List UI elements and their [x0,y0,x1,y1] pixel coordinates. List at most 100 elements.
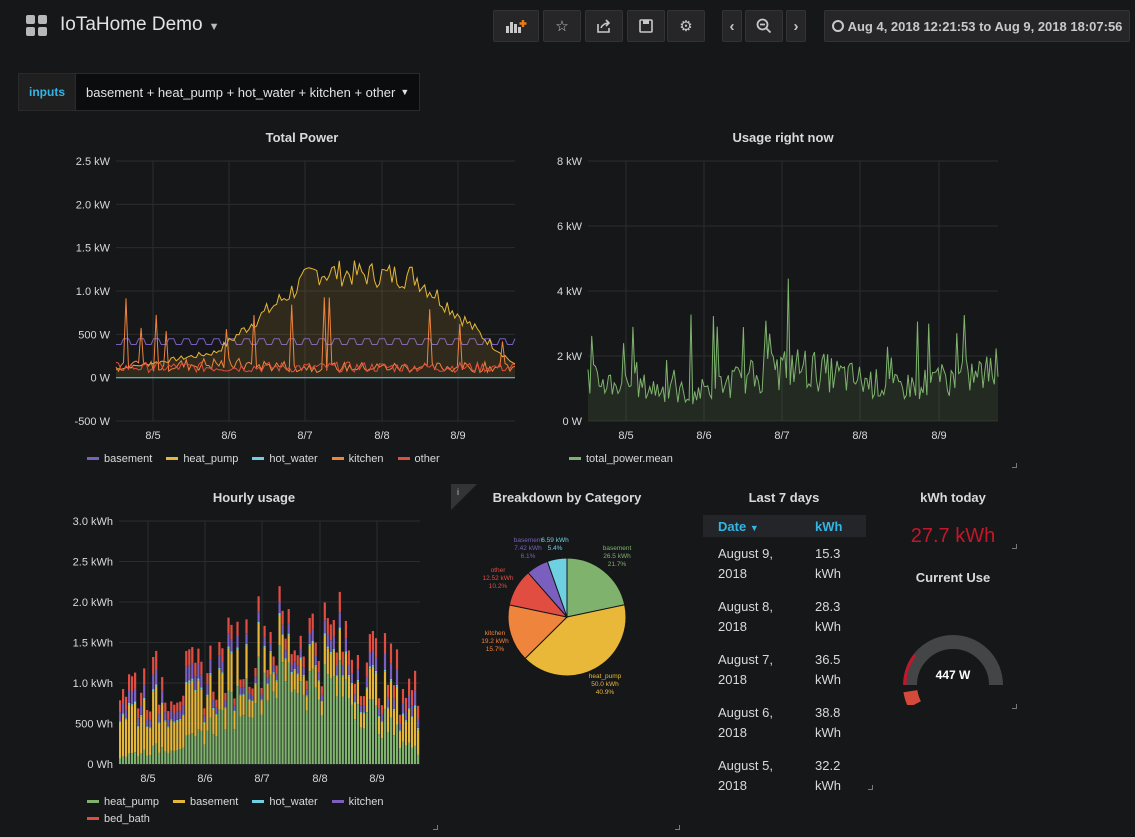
bar-segment-bed_bath [287,609,290,624]
dashboards-grid-icon[interactable] [26,15,48,37]
bar-segment-kitchen [197,663,200,679]
panel-title-breakdown[interactable]: Breakdown by Category [492,490,642,505]
x-tick-label: 8/8 [312,773,327,785]
bar-segment-kitchen [362,705,365,713]
bar-segment-bed_bath [275,665,278,675]
bar-segment-heat_pump [263,672,266,764]
bar-segment-kitchen [287,623,290,634]
panel-title-last7[interactable]: Last 7 days [748,490,820,505]
panel-resize-handle[interactable] [868,785,873,790]
bar-segment-bed_bath [185,651,188,667]
panel-title-usage-now[interactable]: Usage right now [732,130,834,145]
panel-resize-handle[interactable] [433,825,438,830]
bar-segment-basement [371,666,374,700]
bar-segment-kitchen [386,697,390,708]
dashboard-title[interactable]: IoTaHome Demo ▼ [60,14,220,35]
legend-item[interactable]: hot_water [252,450,318,467]
pie-slice[interactable] [566,557,626,618]
time-forward-button[interactable]: › [786,10,806,42]
hourly-usage-chart[interactable]: 3.0 kWh 2.5 kWh 2.0 kWh 1.5 kWh 1.0 kWh 500 W… [60,510,425,790]
add-panel-button[interactable] [493,10,539,42]
legend-item[interactable]: heat_pump [166,450,238,467]
table-row: August 8, 2018 28.3 kWh [703,590,866,643]
bar-segment-heat_pump [212,734,215,764]
bar-segment-kitchen [374,656,378,671]
panel-resize-handle[interactable] [675,825,680,830]
time-back-button[interactable]: ‹ [722,10,742,42]
legend-item[interactable]: bed_bath [87,810,150,827]
bar-segment-kitchen [134,688,137,702]
cell-text: August 5, [718,758,773,773]
bar-segment-bed_bath [221,648,224,661]
settings-button[interactable]: ⚙ [667,10,705,42]
bar-segment-bed_bath [257,596,260,612]
cell-kwh: 28.3 kWh [815,597,841,643]
bar-segment-heat_pump [152,745,155,764]
bar-segment-kitchen [278,602,281,613]
bar-segment-hot_water [389,678,393,681]
table-row: August 5, 2018 32.2 kWh [703,749,866,802]
variable-select[interactable]: basement + heat_pump + hot_water + kitch… [76,73,421,111]
panel-title-hourly-usage[interactable]: Hourly usage [212,490,296,505]
bar-segment-bed_bath [167,711,170,720]
bar-segment-kitchen [266,677,269,684]
table-header: Date ▼ kWh [703,515,866,537]
panel-resize-handle[interactable] [1012,463,1017,468]
bar-segment-heat_pump [341,696,344,764]
legend-item[interactable]: kitchen [331,450,384,467]
panel-title-total-power[interactable]: Total Power [265,130,339,145]
bar-segment-heat_pump [182,747,185,764]
bar-segment-hot_water [224,707,227,709]
bar-segment-basement [146,727,149,756]
bar-segment-kitchen [308,633,311,644]
legend-item[interactable]: kitchen [331,793,384,810]
legend-item[interactable]: other [397,450,440,467]
bar-segment-hot_water [182,714,185,716]
bar-segment-basement [245,645,248,679]
bar-segment-bed_bath [260,688,263,695]
bar-segment-kitchen [236,636,239,648]
bar-segment-hot_water [278,613,281,615]
bar-segment-hot_water [326,646,329,649]
panel-resize-handle[interactable] [1012,544,1017,549]
star-button[interactable]: ☆ [543,10,581,42]
bar-segment-basement [179,720,182,750]
pie-slice[interactable] [524,604,627,677]
usage-now-chart[interactable]: 8 kW 6 kW 4 kW 2 kW 0 W 8/5 8/6 8/7 8/8 8/9 [540,150,1002,445]
y-tick-label: 4 kW [557,286,583,298]
zoom-out-button[interactable] [745,10,783,42]
panel-resize-handle[interactable] [1012,704,1017,709]
bar-segment-hot_water [365,687,368,689]
bar-segment-kitchen [326,634,329,647]
time-range-picker[interactable]: Aug 4, 2018 12:21:53 to Aug 9, 2018 18:0… [824,10,1130,42]
bar-segment-bed_bath [128,674,131,691]
legend-item[interactable]: total_power.mean [569,450,673,467]
save-button[interactable] [627,10,665,42]
column-header-kwh[interactable]: kWh [815,518,843,534]
bar-segment-kitchen [239,687,242,695]
bar-segment-basement [137,726,140,757]
total-power-chart[interactable]: 2.5 kW 2.0 kW 1.5 kW 1.0 kW 500 W 0 W -500 W 8/… [60,150,520,445]
bar-segment-bed_bath [149,711,152,721]
bar-segment-heat_pump [206,730,209,764]
legend-item[interactable]: basement [173,793,238,810]
pie-slice[interactable] [546,557,568,618]
bar-segment-basement [218,669,221,710]
chevron-right-icon: › [793,17,799,35]
pie-slice[interactable] [507,604,569,660]
bar-segment-hot_water [248,699,251,701]
column-header-date[interactable]: Date ▼ [718,518,759,534]
share-button[interactable] [585,10,623,42]
legend-item[interactable]: basement [87,450,152,467]
legend-item[interactable]: hot_water [252,793,318,810]
panel-title-kwh-today[interactable]: kWh today [920,490,986,505]
bar-segment-bed_bath [164,702,167,713]
bar-segment-kitchen [161,690,164,703]
bar-segment-bed_bath [284,638,287,651]
panel-title-current-use[interactable]: Current Use [915,570,991,585]
panel-info-corner[interactable]: i [451,484,481,510]
legend-item[interactable]: heat_pump [87,793,159,810]
bar-segment-kitchen [155,669,158,685]
bar-segment-heat_pump [251,717,254,764]
